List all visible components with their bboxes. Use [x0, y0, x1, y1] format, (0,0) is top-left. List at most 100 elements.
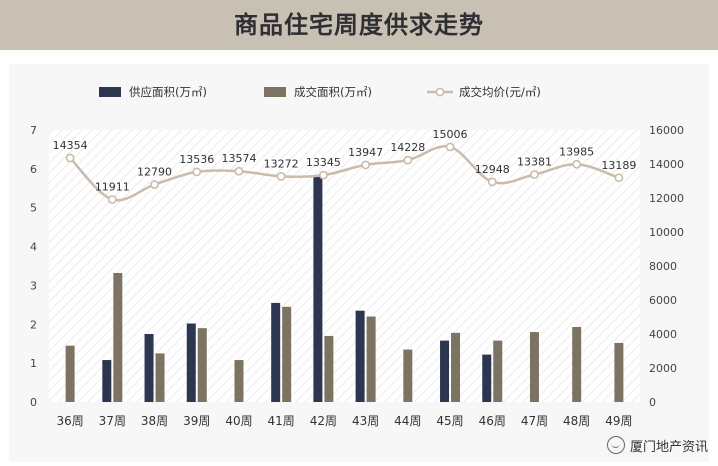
deal-bar — [155, 353, 165, 402]
supply-bar — [144, 334, 154, 402]
price-point — [65, 153, 75, 163]
right-axis: 0 2000 4000 6000 8000 10000 12000 14000 16000 — [649, 124, 684, 409]
x-tick-label: 43周 — [352, 414, 379, 428]
deal-bar — [282, 306, 292, 402]
price-data-label: 13272 — [264, 157, 299, 170]
wechat-logo-icon — [606, 436, 625, 454]
price-point — [192, 167, 202, 177]
chart-area: 供应面积(万㎡) 成交面积(万㎡) 成交均价(元/㎡) 0 1 2 3 4 5 6 7 0 2000… — [9, 64, 709, 462]
deal-bar — [324, 335, 334, 402]
price-data-label: 13381 — [517, 156, 552, 169]
supply-bar — [102, 360, 112, 402]
title-banner — [0, 0, 718, 50]
price-point — [445, 142, 455, 152]
x-tick-label: 38周 — [141, 414, 168, 428]
left-tick-label: 1 — [30, 357, 37, 370]
legend-swatch — [99, 87, 121, 97]
deal-bar — [493, 340, 503, 402]
legend: 供应面积(万㎡) 成交面积(万㎡) 成交均价(元/㎡) — [99, 85, 541, 99]
price-data-label: 12948 — [475, 163, 510, 176]
price-point — [107, 195, 117, 204]
x-axis: 36周 37周 38周 39周 40周 41周 42周 43周 44周 45周 46周 47周 48周 4… — [56, 414, 632, 428]
legend-marker — [435, 87, 445, 97]
left-tick-label: 3 — [30, 279, 37, 292]
left-tick-label: 4 — [30, 241, 37, 254]
right-tick-label: 12000 — [649, 192, 684, 205]
price-line-series: 14354 11911 12790 13536 13574 13272 13345 13947… — [53, 128, 636, 204]
x-tick-label: 42周 — [310, 414, 337, 428]
supply-bar — [355, 310, 365, 402]
x-tick-label: 47周 — [521, 414, 548, 428]
price-data-label: 12790 — [137, 166, 172, 179]
price-data-label: 11911 — [95, 181, 130, 194]
price-data-label: 14354 — [53, 139, 88, 152]
watermark: 厦门地产资讯 — [606, 432, 708, 458]
x-tick-label: 39周 — [183, 414, 210, 428]
x-tick-label: 49周 — [605, 414, 632, 428]
deal-bar — [366, 316, 376, 402]
price-point — [318, 170, 328, 180]
left-tick-label: 5 — [30, 202, 37, 215]
legend-swatch — [264, 87, 286, 97]
supply-bar — [482, 354, 492, 402]
right-tick-label: 14000 — [649, 158, 684, 171]
price-data-label: 15006 — [433, 128, 468, 141]
deal-bar — [451, 332, 461, 402]
supply-bar — [271, 302, 281, 402]
deal-bar — [572, 327, 582, 402]
right-tick-label: 6000 — [649, 294, 677, 307]
deal-bar — [113, 272, 123, 402]
right-tick-label: 10000 — [649, 226, 684, 239]
deal-bar — [403, 349, 413, 402]
price-point — [530, 170, 539, 179]
price-point — [572, 159, 582, 169]
supply-bar — [313, 176, 323, 402]
right-tick-label: 16000 — [649, 124, 684, 137]
price-point — [403, 155, 413, 165]
legend-label: 成交均价(元/㎡) — [459, 85, 541, 99]
x-tick-label: 44周 — [394, 414, 421, 428]
supply-demand-chart: 供应面积(万㎡) 成交面积(万㎡) 成交均价(元/㎡) 0 1 2 3 4 5 6 7 0 2000… — [30, 85, 684, 428]
deal-bar — [197, 328, 207, 402]
bar-series — [65, 176, 624, 402]
price-point — [614, 173, 624, 183]
x-tick-label: 40周 — [225, 414, 252, 428]
right-tick-label: 4000 — [649, 328, 677, 341]
price-point — [487, 177, 497, 187]
x-tick-label: 48周 — [563, 414, 590, 428]
deal-bar — [65, 345, 75, 402]
x-tick-label: 36周 — [56, 414, 83, 428]
left-tick-label: 2 — [30, 318, 37, 331]
page-title: 商品住宅周度供求走势 — [234, 11, 484, 39]
left-axis: 0 1 2 3 4 5 6 7 — [30, 124, 37, 409]
price-point — [150, 180, 159, 189]
x-tick-label: 37周 — [99, 414, 126, 428]
legend-label: 成交面积(万㎡) — [294, 85, 372, 99]
price-data-label: 13947 — [348, 146, 383, 159]
price-data-label: 13574 — [221, 152, 256, 165]
deal-bar — [234, 360, 244, 402]
right-tick-label: 0 — [649, 396, 656, 409]
price-data-label: 13985 — [559, 145, 594, 158]
price-point — [276, 171, 286, 181]
left-tick-label: 7 — [30, 124, 37, 137]
left-tick-label: 6 — [30, 163, 37, 176]
deal-bar — [529, 332, 539, 402]
right-tick-label: 2000 — [649, 362, 677, 375]
price-data-label: 14228 — [390, 141, 425, 154]
supply-bar — [186, 323, 196, 402]
right-tick-label: 8000 — [649, 260, 677, 273]
legend-label: 供应面积(万㎡) — [129, 85, 207, 99]
price-data-label: 13345 — [306, 156, 341, 169]
x-tick-label: 45周 — [436, 414, 463, 428]
price-point — [361, 160, 371, 170]
price-data-label: 13189 — [601, 159, 636, 172]
x-tick-label: 46周 — [479, 414, 506, 428]
watermark-text: 厦门地产资讯 — [629, 439, 708, 455]
deal-bar — [614, 342, 624, 402]
left-tick-label: 0 — [30, 396, 37, 409]
price-data-label: 13536 — [179, 153, 214, 166]
supply-bar — [440, 340, 450, 402]
price-point — [234, 166, 244, 176]
x-tick-label: 41周 — [268, 414, 295, 428]
